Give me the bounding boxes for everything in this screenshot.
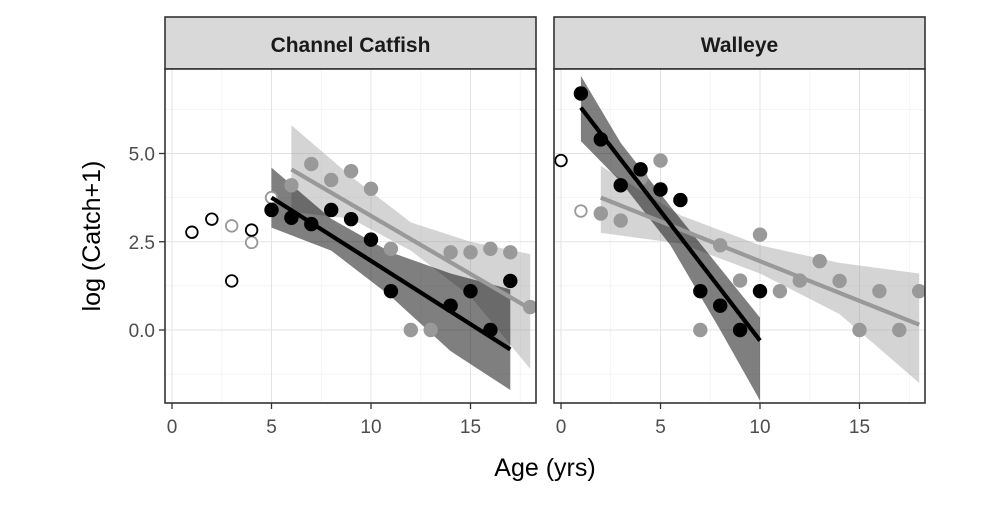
point-used-light <box>324 172 339 188</box>
point-used-light <box>343 163 359 179</box>
point-used-light <box>613 213 628 228</box>
grid-channel-catfish <box>165 69 536 403</box>
point-used-dark <box>383 283 399 299</box>
panel-border-channel-catfish <box>164 68 537 404</box>
point-used-light <box>403 322 418 338</box>
x-tick-label: 5 <box>266 417 277 438</box>
point-used-dark <box>713 298 728 313</box>
x-tick-label: 0 <box>167 417 178 438</box>
point-used-dark <box>363 232 379 247</box>
regression-line-dark <box>270 195 512 352</box>
grid-walleye <box>554 69 925 403</box>
regression-line-light <box>600 195 920 327</box>
panel-channel-catfish: Channel Catfish 0 5 10 15 0.0 2.5 5.0 <box>129 16 537 438</box>
confidence-band-light <box>291 125 531 369</box>
point-used-dark <box>324 202 339 218</box>
data-layer-walleye <box>554 75 925 401</box>
panel-walleye: Walleye 0 5 10 15 <box>553 16 926 438</box>
point-used-light <box>284 178 299 193</box>
x-tick-label: 5 <box>655 417 666 438</box>
point-used-light <box>912 283 925 299</box>
point-used-light <box>483 241 498 257</box>
point-used-light <box>772 283 788 299</box>
point-used-dark <box>732 322 748 338</box>
point-unused-dark <box>205 212 219 226</box>
y-tick-label: 0.0 <box>129 321 155 342</box>
point-used-light <box>304 156 319 172</box>
panel-border-walleye <box>553 68 926 404</box>
point-used-light <box>872 283 887 299</box>
x-tick-label: 10 <box>360 417 381 438</box>
point-used-light <box>383 241 399 257</box>
point-unused-dark <box>244 223 259 237</box>
strip-channel-catfish <box>164 16 537 70</box>
point-used-light <box>443 245 458 260</box>
point-used-light <box>423 322 438 338</box>
point-used-light <box>693 322 708 338</box>
point-used-dark <box>264 202 279 218</box>
point-used-light <box>832 273 847 289</box>
x-axis-title: Age (yrs) <box>494 454 595 482</box>
strip-label-channel-catfish: Channel Catfish <box>271 34 431 57</box>
point-unused-dark <box>554 153 568 168</box>
y-tick-label: 2.5 <box>129 233 155 254</box>
point-used-light <box>732 273 748 288</box>
point-used-dark <box>463 283 478 299</box>
x-tick-label: 0 <box>556 417 567 438</box>
confidence-band-dark <box>271 167 511 391</box>
point-unused-light <box>244 235 259 250</box>
x-tick-label: 15 <box>849 417 870 438</box>
point-unused-dark <box>185 225 199 239</box>
point-used-light <box>593 206 608 221</box>
point-unused-light <box>224 219 239 233</box>
point-unused-dark <box>224 274 239 288</box>
point-used-light <box>463 245 478 260</box>
point-used-dark <box>573 86 589 101</box>
y-axis-title: log (Catch+1) <box>78 161 106 312</box>
x-tick-label: 10 <box>749 417 770 438</box>
point-used-light <box>812 253 827 269</box>
point-used-dark <box>613 178 628 193</box>
point-used-dark <box>503 273 518 289</box>
y-tick-label: 5.0 <box>129 145 155 166</box>
point-used-dark <box>633 162 648 177</box>
point-used-dark <box>693 283 708 299</box>
point-used-dark <box>653 182 668 197</box>
x-tick-label: 15 <box>460 417 481 438</box>
regression-line-dark <box>579 106 762 342</box>
strip-walleye <box>553 16 926 70</box>
point-unused-light <box>574 204 588 218</box>
point-used-light <box>653 153 668 168</box>
point-used-light <box>503 245 518 260</box>
point-used-dark <box>673 192 688 208</box>
confidence-band-dark <box>580 75 760 401</box>
point-used-dark <box>752 283 768 299</box>
point-used-light <box>363 181 379 196</box>
point-used-light <box>892 322 907 338</box>
data-layer-channel-catfish <box>185 125 536 391</box>
regression-line-light <box>290 167 532 311</box>
point-used-light <box>752 227 768 242</box>
point-used-dark <box>343 211 359 227</box>
point-used-light <box>852 322 867 338</box>
strip-label-walleye: Walleye <box>701 34 778 57</box>
